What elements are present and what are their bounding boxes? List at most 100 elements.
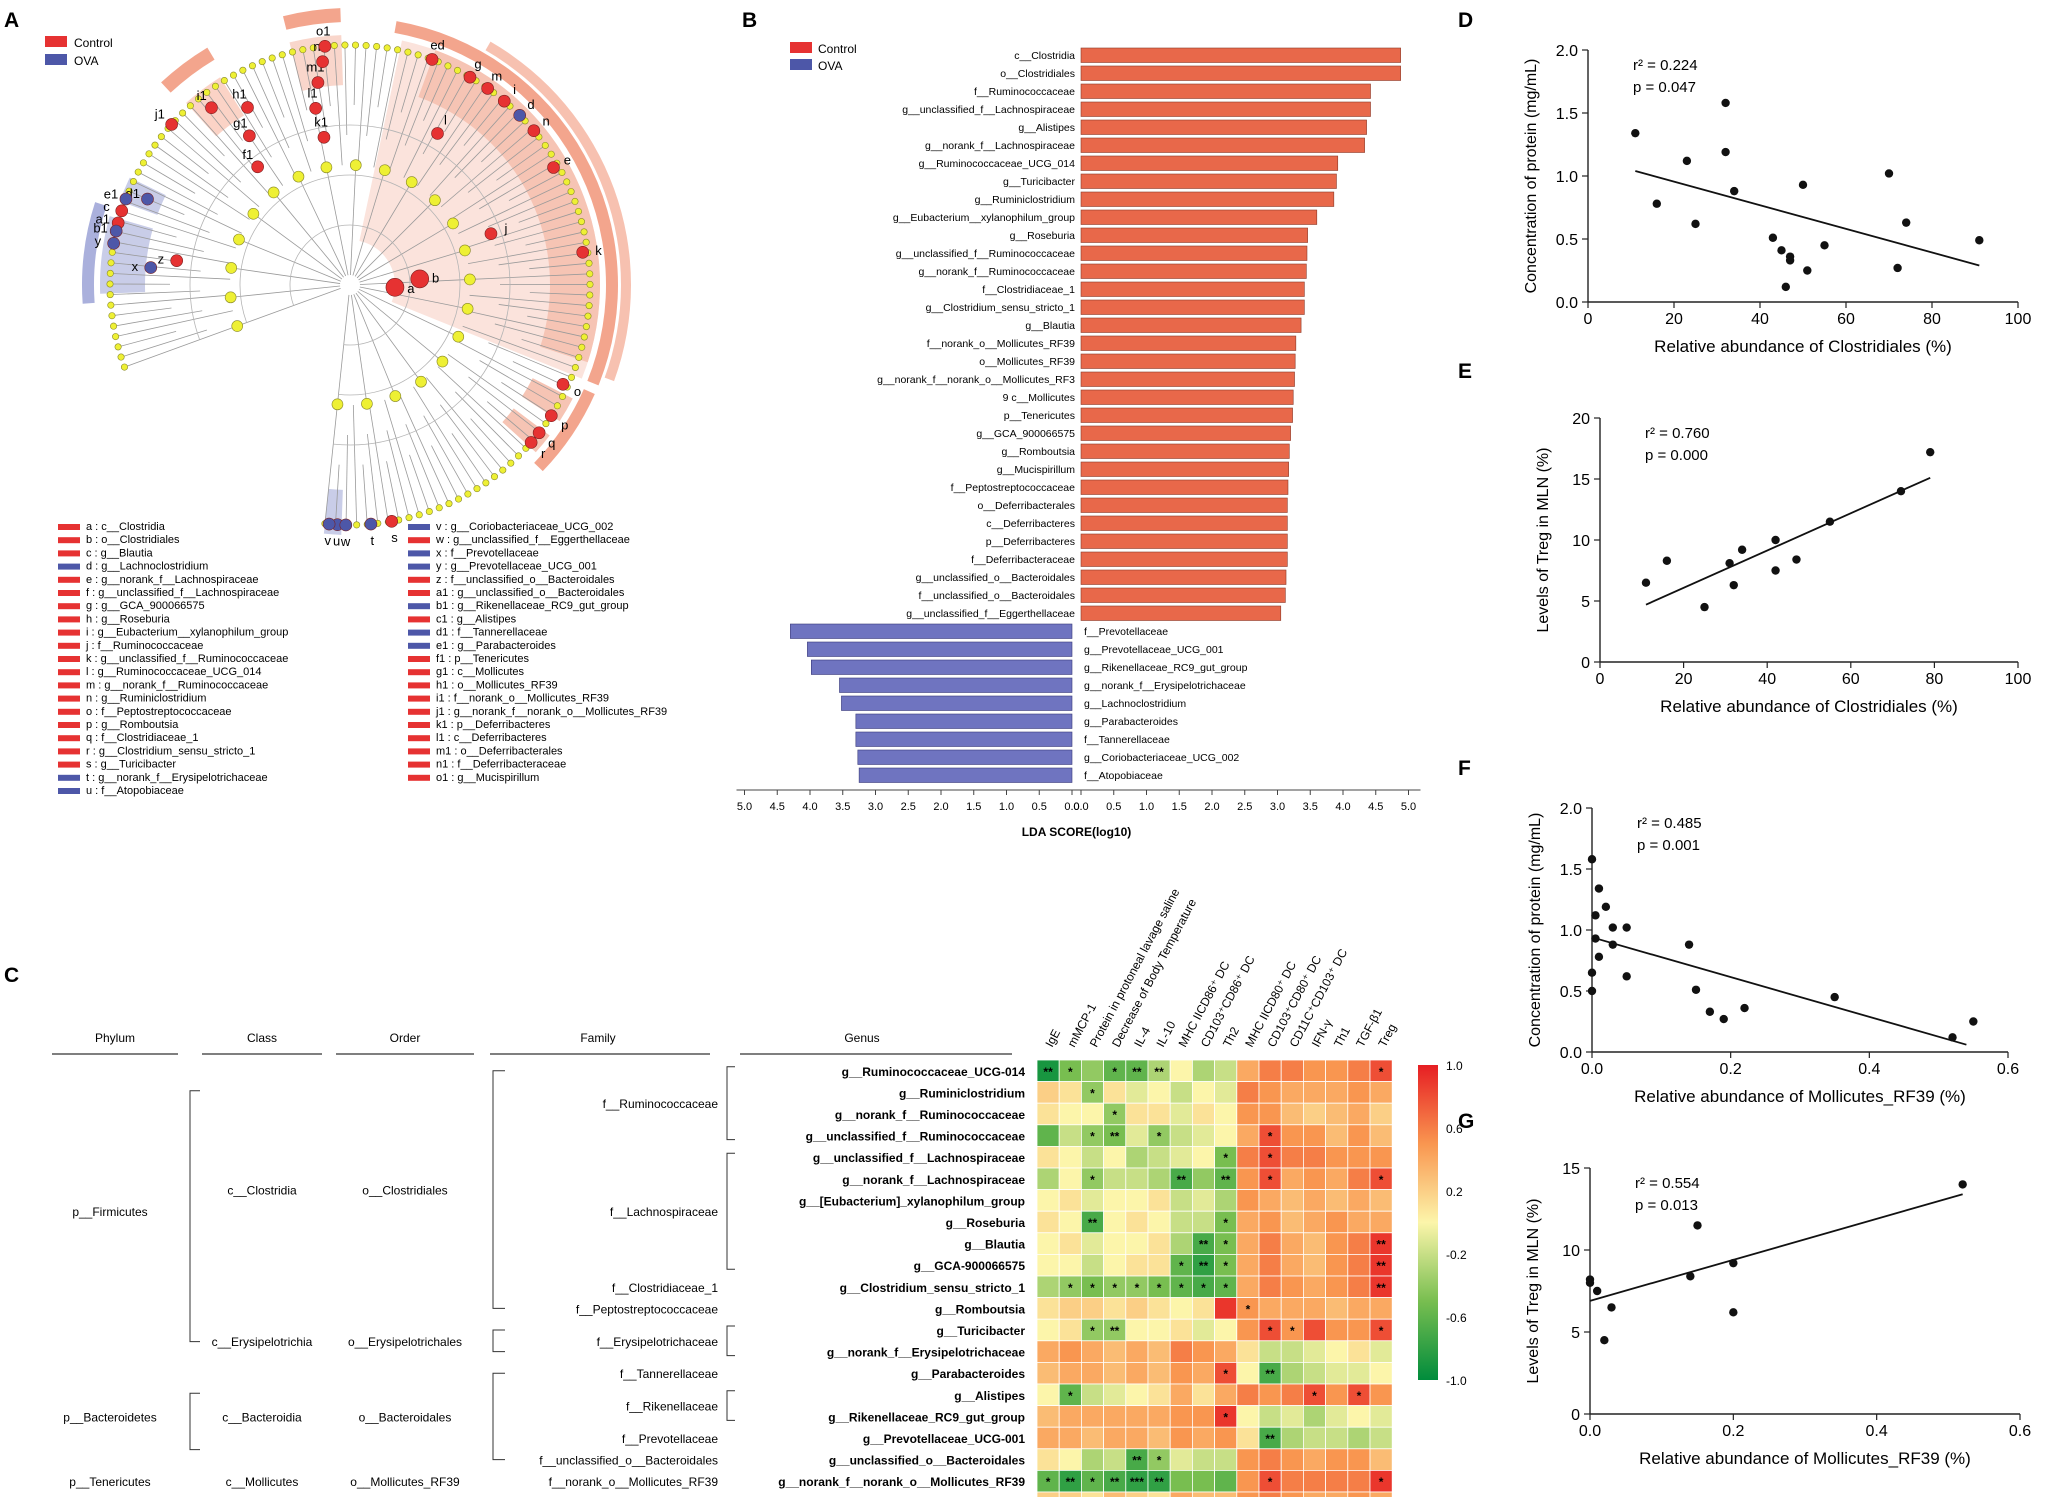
significance-mark: * bbox=[1268, 1324, 1273, 1338]
biomarker-tag: n bbox=[542, 113, 549, 128]
heatmap-cell bbox=[1236, 1426, 1260, 1450]
tree-branch bbox=[324, 404, 338, 522]
lda-label-control: p__Deferribacteres bbox=[986, 536, 1075, 548]
heatmap-cell bbox=[1125, 1491, 1149, 1497]
biomarker-node bbox=[385, 515, 398, 528]
heatmap-cell bbox=[1058, 1124, 1082, 1147]
lda-bar-control bbox=[1080, 65, 1401, 81]
biomarker-node bbox=[141, 192, 154, 206]
biomarker-node bbox=[170, 254, 184, 267]
legend-swatch bbox=[408, 708, 430, 715]
lda-bar-control bbox=[1080, 191, 1335, 207]
tree-branch bbox=[512, 361, 566, 387]
x-tick-label: 0.2 bbox=[1720, 1061, 1742, 1078]
scatter-plot-f: 0.0 0.2 0.4 0.6 0.0 0.5 1.0 1.5 2.0 r² = 0.485 p =… bbox=[1527, 801, 2019, 1106]
biomarker-tag: b1 bbox=[93, 220, 107, 235]
legend-entry: y : g__Prevotellaceae_UCG_001 bbox=[436, 561, 597, 573]
family-label: f__Lachnospiraceae bbox=[610, 1205, 718, 1219]
taxonomy-header: Phylum bbox=[95, 1031, 135, 1045]
scatter-plot-g: 0.0 0.2 0.4 0.6 0 5 10 15 r² = 0.554 p = 0.013 Rel… bbox=[1525, 1161, 2031, 1468]
lda-label-control: g__Mucispirillum bbox=[997, 464, 1075, 476]
lda-bar-control bbox=[1080, 227, 1308, 243]
significance-mark: * bbox=[1201, 1281, 1206, 1295]
heatmap-cell bbox=[1325, 1470, 1349, 1493]
legend-entry: d : g__Lachnoclostridium bbox=[86, 561, 208, 573]
heatmap-cell bbox=[1103, 1405, 1127, 1428]
lda-tick-label: 1.5 bbox=[966, 801, 981, 813]
tree-branch bbox=[529, 263, 588, 270]
tree-branch bbox=[431, 445, 458, 498]
biomarker-tag: i bbox=[513, 82, 516, 97]
leaf-node bbox=[507, 459, 515, 467]
panel-label-b: B bbox=[742, 9, 757, 32]
lda-label-control: g__Ruminiclostridium bbox=[975, 194, 1076, 206]
biomarker-tag: g bbox=[474, 56, 481, 71]
x-tick-label: 0.0 bbox=[1579, 1423, 1601, 1440]
heatmap-cell bbox=[1147, 1210, 1171, 1234]
legend-swatch bbox=[58, 642, 80, 649]
heatmap-cell bbox=[1169, 1491, 1193, 1497]
significance-mark: * bbox=[1157, 1130, 1162, 1144]
leaf-node bbox=[117, 353, 125, 361]
lda-tick-label: 0.5 bbox=[1106, 801, 1121, 813]
legend-swatch bbox=[58, 656, 80, 662]
leaf-node bbox=[258, 58, 266, 66]
x-tick-label: 80 bbox=[1923, 311, 1941, 328]
tree-branch bbox=[388, 59, 428, 172]
legend-entry: k : g__unclassified_f__Ruminococcaceae bbox=[86, 653, 288, 665]
heatmap-row-label: g__GCA-900066575 bbox=[914, 1259, 1026, 1273]
scatter-point bbox=[1884, 169, 1894, 178]
leaf-node bbox=[435, 504, 443, 512]
heatmap-cell bbox=[1081, 1340, 1105, 1363]
significance-mark: * bbox=[1157, 1281, 1162, 1295]
legend-entry: k1 : p__Deferribacteres bbox=[436, 719, 551, 731]
heatmap-cell bbox=[1169, 1232, 1193, 1255]
lda-bar-ova bbox=[855, 731, 1073, 747]
biomarker-node bbox=[119, 192, 133, 206]
lda-label-ova: g__Rikenellaceae_RC9_gut_group bbox=[1084, 662, 1248, 674]
tree-branch bbox=[115, 241, 233, 264]
leaf-node bbox=[553, 402, 561, 410]
heatmap-cell bbox=[1303, 1189, 1327, 1212]
scatter-point bbox=[1798, 180, 1808, 190]
leaf-node bbox=[203, 88, 211, 96]
heatmap-row-label: g__Alistipes bbox=[954, 1389, 1025, 1403]
scatter-point bbox=[1608, 940, 1618, 949]
legend-swatch bbox=[58, 524, 80, 530]
biomarker-node bbox=[576, 245, 590, 259]
heatmap-cell bbox=[1236, 1340, 1260, 1363]
legend-entry: i : g__Eubacterium__xylanophilum_group bbox=[86, 627, 288, 639]
heatmap-cell bbox=[1036, 1362, 1060, 1385]
heatmap-cell bbox=[1347, 1448, 1371, 1471]
lda-bar-control bbox=[1080, 389, 1294, 405]
heatmap-cell bbox=[1125, 1405, 1149, 1428]
taxonomy-header: Genus bbox=[844, 1031, 879, 1045]
inner-node bbox=[405, 176, 418, 188]
heatmap-cell bbox=[1125, 1426, 1149, 1450]
heatmap-cell bbox=[1125, 1318, 1149, 1342]
heatmap-row-label: g__Roseburia bbox=[946, 1216, 1026, 1230]
heatmap-cell bbox=[1058, 1340, 1082, 1363]
significance-mark: ** bbox=[1376, 1259, 1386, 1273]
heatmap-cell bbox=[1147, 1297, 1171, 1320]
lda-label-control: g__norank_f__Lachnospiraceae bbox=[925, 140, 1075, 152]
legend-entry: p : g__Romboutsia bbox=[86, 719, 179, 731]
regression-line bbox=[1589, 1193, 1963, 1302]
heatmap-cell bbox=[1236, 1470, 1260, 1493]
taxonomy-header: Class bbox=[247, 1031, 277, 1045]
legend-entry: u : f__Atopobiaceae bbox=[86, 785, 184, 797]
heatmap-cell bbox=[1303, 1232, 1327, 1255]
lda-label-control: 9 c__Mollicutes bbox=[1003, 392, 1075, 404]
heatmap-cell bbox=[1325, 1232, 1349, 1255]
tree-branch bbox=[423, 415, 468, 493]
significance-mark: * bbox=[1268, 1475, 1273, 1489]
heatmap-cell bbox=[1303, 1167, 1327, 1191]
heatmap-cell bbox=[1347, 1189, 1371, 1212]
lda-bar-control bbox=[1080, 317, 1302, 333]
legend-entry: w : g__unclassified_f__Eggerthellaceae bbox=[435, 534, 630, 546]
heatmap-cell bbox=[1036, 1426, 1060, 1450]
tree-branch bbox=[439, 94, 493, 166]
heatmap-cell bbox=[1103, 1081, 1127, 1104]
scatter-point bbox=[1587, 986, 1597, 996]
heatmap-cell bbox=[1303, 1102, 1327, 1126]
